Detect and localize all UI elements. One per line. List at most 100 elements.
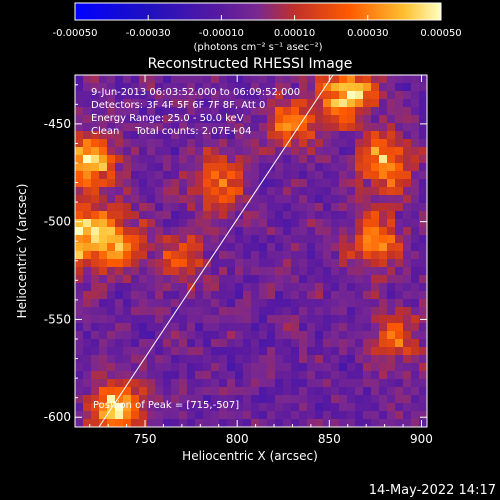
- heatmap-cell: [403, 259, 412, 268]
- heatmap-cell: [347, 251, 356, 260]
- heatmap-cell: [75, 171, 84, 180]
- heatmap-cell: [115, 107, 124, 116]
- heatmap-cell: [187, 99, 196, 108]
- heatmap-cell: [315, 155, 324, 164]
- heatmap-cell: [179, 355, 188, 364]
- heatmap-cell: [235, 355, 244, 364]
- heatmap-cell: [139, 355, 148, 364]
- heatmap-cell: [187, 147, 196, 156]
- heatmap-cell: [187, 83, 196, 92]
- heatmap-cell: [283, 339, 292, 348]
- heatmap-cell: [307, 355, 316, 364]
- heatmap-cell: [139, 227, 148, 236]
- heatmap-cell: [403, 99, 412, 108]
- heatmap-cell: [315, 403, 324, 412]
- heatmap-cell: [259, 139, 268, 148]
- heatmap-cell: [91, 235, 100, 244]
- heatmap-cell: [395, 363, 404, 372]
- heatmap-cell: [91, 99, 100, 108]
- heatmap-cell: [411, 195, 420, 204]
- heatmap-cell: [203, 323, 212, 332]
- heatmap-cell: [123, 75, 132, 84]
- heatmap-cell: [275, 363, 284, 372]
- heatmap-cell: [91, 419, 100, 427]
- colorbar-tick-label: -0.00030: [126, 28, 171, 39]
- heatmap-cell: [387, 163, 396, 172]
- heatmap-cell: [419, 227, 427, 236]
- heatmap-cell: [195, 227, 204, 236]
- heatmap-cell: [371, 99, 380, 108]
- heatmap-cell: [115, 347, 124, 356]
- heatmap-cell: [363, 347, 372, 356]
- heatmap-cell: [299, 259, 308, 268]
- heatmap-cell: [299, 235, 308, 244]
- heatmap-cell: [387, 291, 396, 300]
- heatmap-cell: [323, 347, 332, 356]
- heatmap-cell: [411, 267, 420, 276]
- heatmap-cell: [275, 411, 284, 420]
- heatmap-cell: [163, 203, 172, 212]
- heatmap-cell: [355, 267, 364, 276]
- heatmap-cell: [419, 355, 427, 364]
- heatmap-cell: [355, 339, 364, 348]
- heatmap-cell: [299, 371, 308, 380]
- heatmap-cell: [203, 227, 212, 236]
- heatmap-cell: [139, 75, 148, 84]
- heatmap-cell: [387, 411, 396, 420]
- heatmap-cell: [251, 163, 260, 172]
- heatmap-cell: [179, 379, 188, 388]
- heatmap-cell: [411, 139, 420, 148]
- heatmap-cell: [91, 363, 100, 372]
- heatmap-cell: [355, 283, 364, 292]
- heatmap-cell: [267, 275, 276, 284]
- heatmap-cell: [379, 251, 388, 260]
- heatmap-cell: [331, 211, 340, 220]
- heatmap-cell: [163, 243, 172, 252]
- heatmap-cell: [99, 307, 108, 316]
- heatmap-cell: [139, 107, 148, 116]
- heatmap-cell: [195, 195, 204, 204]
- heatmap-cell: [347, 291, 356, 300]
- heatmap-cell: [395, 283, 404, 292]
- heatmap-cell: [99, 299, 108, 308]
- heatmap-cell: [155, 187, 164, 196]
- heatmap-cell: [275, 83, 284, 92]
- heatmap-cell: [123, 379, 132, 388]
- heatmap-cell: [291, 163, 300, 172]
- heatmap-cell: [259, 299, 268, 308]
- heatmap-cell: [107, 307, 116, 316]
- heatmap-cell: [147, 99, 156, 108]
- heatmap-cell: [195, 235, 204, 244]
- heatmap-cell: [211, 115, 220, 124]
- heatmap-cell: [387, 99, 396, 108]
- heatmap-cell: [235, 387, 244, 396]
- heatmap-cell: [83, 331, 92, 340]
- heatmap-cell: [211, 347, 220, 356]
- heatmap-cell: [155, 243, 164, 252]
- heatmap-cell: [259, 267, 268, 276]
- heatmap-cell: [347, 379, 356, 388]
- heatmap-cell: [363, 179, 372, 188]
- heatmap-cell: [299, 131, 308, 140]
- heatmap-cell: [379, 107, 388, 116]
- heatmap-cell: [91, 155, 100, 164]
- heatmap-cell: [339, 267, 348, 276]
- heatmap-cell: [411, 99, 420, 108]
- heatmap-cell: [395, 83, 404, 92]
- heatmap-cell: [243, 91, 252, 100]
- heatmap-cell: [299, 411, 308, 420]
- heatmap-cell: [219, 275, 228, 284]
- heatmap-cell: [219, 371, 228, 380]
- heatmap-cell: [107, 179, 116, 188]
- heatmap-cell: [251, 99, 260, 108]
- heatmap-cell: [299, 83, 308, 92]
- heatmap-cell: [315, 323, 324, 332]
- heatmap-cell: [339, 107, 348, 116]
- heatmap-cell: [355, 147, 364, 156]
- heatmap-cell: [323, 123, 332, 132]
- heatmap-cell: [75, 195, 84, 204]
- heatmap-cell: [411, 307, 420, 316]
- heatmap-cell: [219, 395, 228, 404]
- heatmap-cell: [331, 123, 340, 132]
- heatmap-cell: [227, 371, 236, 380]
